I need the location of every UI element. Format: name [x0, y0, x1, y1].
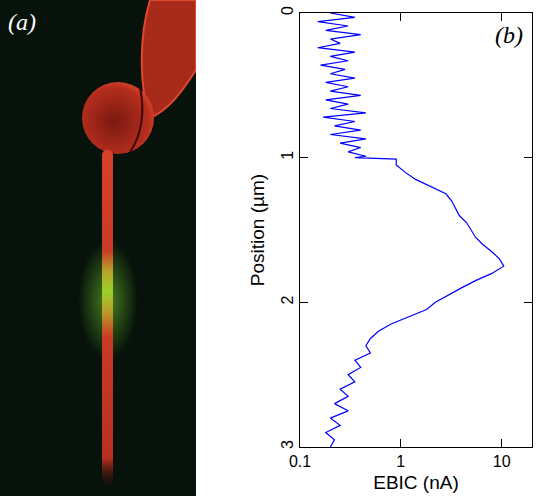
svg-text:2: 2: [279, 295, 296, 304]
svg-text:(a): (a): [8, 9, 36, 35]
svg-text:Position (µm): Position (µm): [247, 174, 268, 286]
svg-text:EBIC (nA): EBIC (nA): [373, 472, 459, 493]
svg-text:0: 0: [279, 6, 296, 15]
svg-text:1: 1: [279, 151, 296, 160]
svg-text:10: 10: [493, 453, 511, 470]
svg-text:(b): (b): [495, 22, 523, 48]
svg-text:1: 1: [396, 453, 405, 470]
svg-text:3: 3: [279, 440, 296, 449]
svg-text:0.1: 0.1: [289, 453, 311, 470]
